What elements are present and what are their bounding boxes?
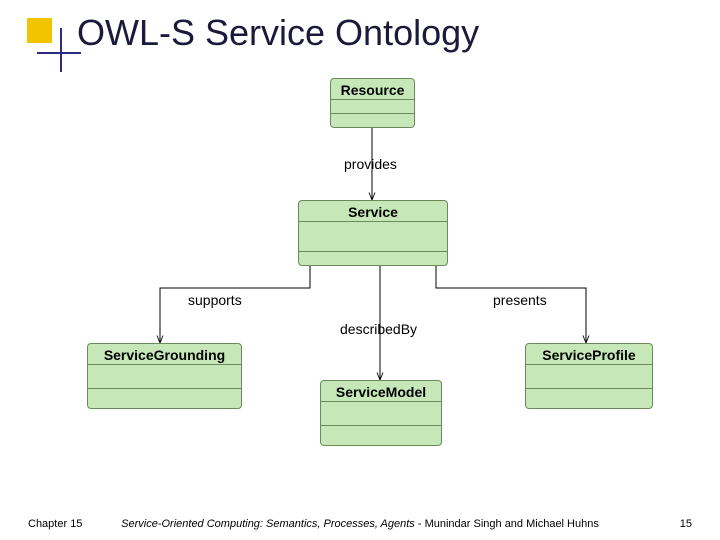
node-compartment bbox=[525, 389, 653, 409]
node-service: Service bbox=[298, 200, 448, 266]
footer-book: Service-Oriented Computing: Semantics, P… bbox=[0, 518, 720, 530]
node-label: Service bbox=[298, 200, 448, 222]
footer-book-authors: - Munindar Singh and Michael Huhns bbox=[415, 518, 599, 530]
node-label: ServiceProfile bbox=[525, 343, 653, 365]
edge-label-supports: supports bbox=[188, 292, 242, 308]
edge-label-presents: presents bbox=[493, 292, 547, 308]
node-compartment bbox=[298, 222, 448, 252]
node-serviceModel: ServiceModel bbox=[320, 380, 442, 446]
node-compartment bbox=[525, 365, 653, 389]
node-compartment bbox=[320, 402, 442, 426]
edge-label-provides: provides bbox=[344, 156, 397, 172]
node-serviceGrounding: ServiceGrounding bbox=[87, 343, 242, 409]
node-compartment bbox=[330, 100, 415, 114]
node-label: Resource bbox=[330, 78, 415, 100]
decoration-line-v bbox=[60, 28, 62, 72]
node-compartment bbox=[320, 426, 442, 446]
slide-title: OWL-S Service Ontology bbox=[77, 12, 479, 54]
node-compartment bbox=[330, 114, 415, 128]
footer-book-title: Service-Oriented Computing: Semantics, P… bbox=[121, 518, 415, 530]
decoration-line-h bbox=[37, 52, 81, 54]
node-compartment bbox=[298, 252, 448, 266]
yellow-square-icon bbox=[27, 18, 52, 43]
node-resource: Resource bbox=[330, 78, 415, 128]
node-label: ServiceModel bbox=[320, 380, 442, 402]
node-serviceProfile: ServiceProfile bbox=[525, 343, 653, 409]
ontology-diagram: Resource Service ServiceGrounding ServiceMo… bbox=[0, 70, 720, 480]
slide: OWL-S Service Ontology Resource Service Se… bbox=[0, 0, 720, 540]
footer-page-number: 15 bbox=[680, 518, 692, 530]
node-compartment bbox=[87, 365, 242, 389]
edge-label-describedBy: describedBy bbox=[340, 321, 417, 337]
node-label: ServiceGrounding bbox=[87, 343, 242, 365]
node-compartment bbox=[87, 389, 242, 409]
